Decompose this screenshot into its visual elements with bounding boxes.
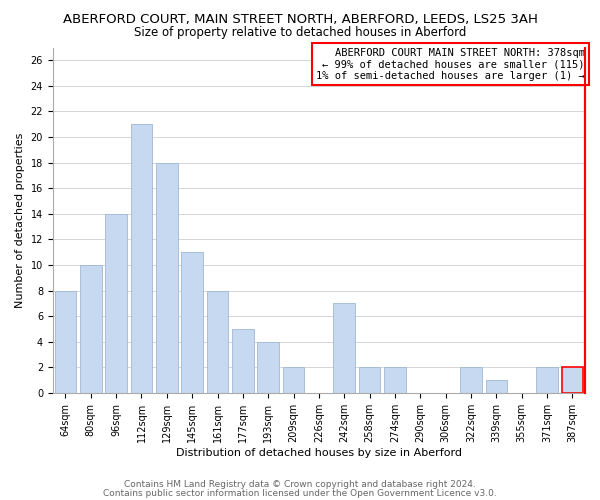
Bar xyxy=(460,368,482,393)
Bar xyxy=(334,304,355,393)
Bar xyxy=(485,380,507,393)
Bar xyxy=(536,368,558,393)
Bar xyxy=(55,290,76,393)
Bar xyxy=(131,124,152,393)
Text: ABERFORD COURT MAIN STREET NORTH: 378sqm
← 99% of detached houses are smaller (1: ABERFORD COURT MAIN STREET NORTH: 378sqm… xyxy=(316,48,585,80)
Text: Contains HM Land Registry data © Crown copyright and database right 2024.: Contains HM Land Registry data © Crown c… xyxy=(124,480,476,489)
Bar xyxy=(207,290,228,393)
Bar xyxy=(384,368,406,393)
Text: Contains public sector information licensed under the Open Government Licence v3: Contains public sector information licen… xyxy=(103,488,497,498)
Text: ABERFORD COURT, MAIN STREET NORTH, ABERFORD, LEEDS, LS25 3AH: ABERFORD COURT, MAIN STREET NORTH, ABERF… xyxy=(62,12,538,26)
X-axis label: Distribution of detached houses by size in Aberford: Distribution of detached houses by size … xyxy=(176,448,462,458)
Bar xyxy=(562,368,583,393)
Y-axis label: Number of detached properties: Number of detached properties xyxy=(15,132,25,308)
Bar xyxy=(359,368,380,393)
Text: Size of property relative to detached houses in Aberford: Size of property relative to detached ho… xyxy=(134,26,466,39)
Bar xyxy=(257,342,279,393)
Bar xyxy=(283,368,304,393)
Bar xyxy=(156,162,178,393)
Bar xyxy=(80,265,101,393)
Bar xyxy=(181,252,203,393)
Bar xyxy=(232,329,254,393)
Bar xyxy=(106,214,127,393)
